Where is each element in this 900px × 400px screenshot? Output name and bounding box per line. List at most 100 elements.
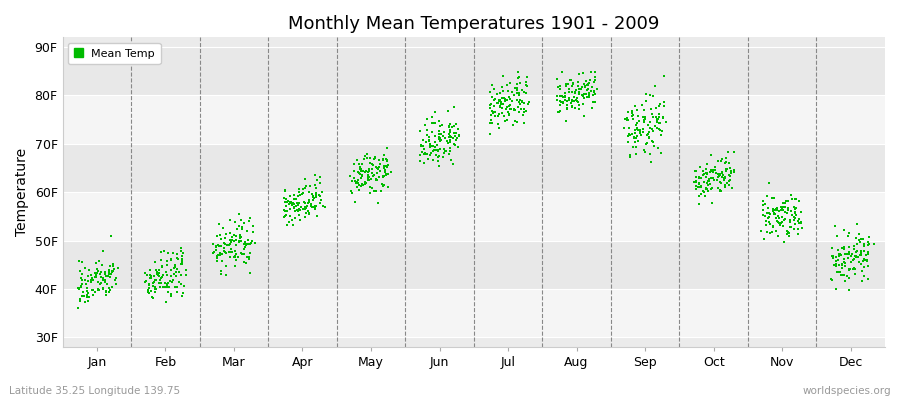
Point (700, 170, 715, 176)
Point (428, 152, 443, 158)
Point (343, 173, 357, 180)
Point (82, 294, 96, 301)
Point (289, 203, 303, 209)
Point (98, 278, 112, 285)
Point (779, 228, 794, 234)
Point (447, 104, 462, 110)
Point (307, 203, 321, 210)
Point (559, 118, 573, 124)
Point (229, 256, 243, 263)
Point (223, 230, 238, 236)
Point (289, 196, 303, 202)
Point (107, 266, 122, 272)
Point (724, 165, 738, 172)
Point (294, 204, 309, 210)
Point (825, 254, 840, 260)
Point (687, 179, 701, 186)
Point (851, 259, 866, 266)
Point (155, 274, 169, 280)
Point (85, 274, 99, 281)
Point (788, 221, 802, 227)
Point (518, 109, 532, 116)
Point (357, 169, 372, 176)
Point (379, 156, 393, 162)
Point (376, 174, 391, 180)
Point (283, 199, 297, 205)
Point (501, 109, 516, 116)
Point (308, 204, 322, 210)
Point (414, 142, 428, 148)
Point (313, 193, 328, 199)
Point (698, 185, 713, 192)
Point (305, 193, 320, 199)
Point (718, 159, 733, 166)
Point (152, 270, 166, 276)
Point (296, 206, 310, 213)
Point (581, 94, 596, 100)
Point (280, 208, 294, 214)
Point (829, 286, 843, 292)
Point (553, 86, 567, 93)
Point (652, 126, 666, 132)
Point (165, 279, 179, 285)
Point (227, 231, 241, 238)
Point (364, 165, 379, 172)
Point (228, 253, 242, 260)
Point (298, 185, 312, 191)
Point (165, 293, 179, 299)
Point (499, 105, 513, 112)
Point (757, 236, 771, 242)
Point (425, 120, 439, 126)
Point (829, 258, 843, 264)
Point (103, 263, 117, 269)
Point (357, 152, 372, 159)
Point (860, 257, 874, 264)
Point (89, 274, 104, 280)
Point (372, 200, 386, 206)
Point (447, 122, 462, 129)
Point (219, 272, 233, 278)
Point (621, 117, 635, 123)
Point (569, 97, 583, 104)
Point (493, 89, 508, 96)
Point (379, 171, 393, 177)
Point (79, 285, 94, 291)
Point (635, 114, 650, 121)
Point (206, 250, 220, 257)
Point (760, 205, 775, 212)
Point (76, 288, 90, 295)
Point (825, 253, 840, 259)
Point (145, 294, 159, 301)
Point (692, 164, 706, 171)
Point (72, 268, 86, 274)
Point (564, 97, 579, 104)
Point (623, 154, 637, 160)
Point (588, 69, 602, 75)
Point (634, 130, 648, 137)
Point (102, 284, 116, 291)
Point (857, 264, 871, 270)
Point (86, 287, 101, 293)
Point (76, 281, 90, 288)
Point (234, 237, 248, 244)
Point (286, 196, 301, 202)
Point (100, 280, 114, 287)
Point (714, 158, 728, 164)
Point (352, 182, 366, 188)
Point (159, 281, 174, 287)
Point (568, 90, 582, 97)
Point (308, 172, 322, 178)
Point (174, 244, 188, 251)
Point (285, 217, 300, 224)
Point (482, 101, 497, 108)
Point (367, 172, 382, 178)
Point (566, 80, 580, 86)
Point (73, 296, 87, 302)
Point (442, 134, 456, 140)
Point (431, 128, 446, 135)
Point (765, 224, 779, 230)
Point (149, 266, 164, 273)
Point (234, 250, 248, 256)
Point (487, 102, 501, 109)
Point (788, 214, 802, 221)
